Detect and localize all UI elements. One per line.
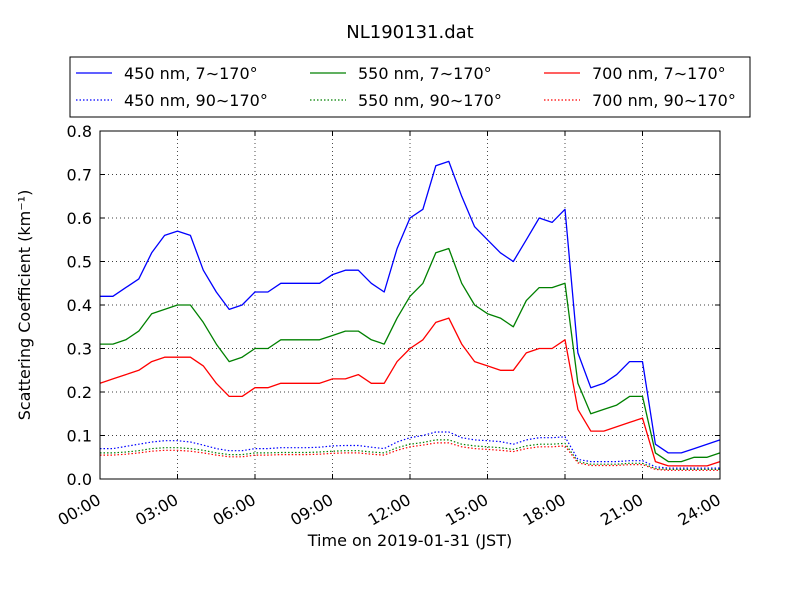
x-tick-label: 18:00 (520, 490, 569, 530)
y-tick-label: 0.4 (67, 296, 92, 315)
y-tick-label: 0.0 (67, 470, 92, 489)
x-tick-label: 24:00 (675, 490, 724, 530)
series-line-3 (100, 431, 720, 469)
x-tick-label: 09:00 (287, 490, 336, 530)
legend: 450 nm, 7∼170° 550 nm, 7∼170° 700 nm, 7∼17… (69, 56, 751, 118)
x-tick-label: 03:00 (132, 490, 181, 530)
x-tick-label: 21:00 (597, 490, 646, 530)
y-axis: 0.0 0.1 0.2 0.3 0.4 0.5 0.6 0.7 0.8 (67, 122, 720, 489)
x-axis-label: Time on 2019-01-31 (JST) (307, 531, 512, 550)
plot-lines (99, 160, 721, 471)
legend-label: 700 nm, 7∼170° (592, 64, 726, 83)
legend-label: 450 nm, 90∼170° (124, 91, 268, 110)
y-axis-label: Scattering Coefficient (km⁻¹) (15, 190, 34, 421)
legend-box (69, 56, 751, 118)
series-line-2 (99, 317, 721, 467)
x-tick-label: 12:00 (365, 490, 414, 530)
legend-label: 550 nm, 90∼170° (358, 91, 502, 110)
grid (100, 131, 720, 479)
series-line-1 (100, 247, 721, 463)
y-tick-label: 0.5 (67, 253, 92, 272)
chart-title: NL190131.dat (346, 22, 473, 43)
series-line-5 (100, 442, 720, 471)
series-line-0 (100, 160, 721, 454)
legend-label: 450 nm, 7∼170° (124, 64, 258, 83)
legend-label: 550 nm, 7∼170° (358, 64, 492, 83)
y-tick-label: 0.2 (67, 383, 92, 402)
series-line-4 (100, 439, 720, 470)
legend-label: 700 nm, 90∼170° (592, 91, 736, 110)
y-tick-label: 0.1 (67, 427, 92, 446)
x-tick-label: 15:00 (442, 490, 491, 530)
x-tick-label: 06:00 (210, 490, 259, 530)
y-tick-label: 0.3 (67, 340, 92, 359)
y-tick-label: 0.6 (67, 209, 92, 228)
x-axis: 00:00 03:00 06:00 09:00 12:00 15:00 18:00 21:00… (55, 131, 724, 530)
y-tick-label: 0.8 (67, 122, 92, 141)
x-tick-label: 00:00 (55, 490, 104, 530)
y-tick-label: 0.7 (67, 166, 92, 185)
